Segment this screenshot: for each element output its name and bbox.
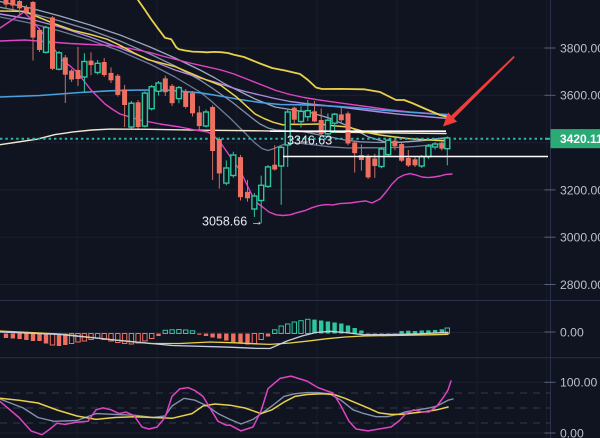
svg-text:3346.63: 3346.63 <box>287 133 332 147</box>
svg-text:100.00: 100.00 <box>560 376 597 390</box>
svg-text:0.00: 0.00 <box>560 426 584 438</box>
svg-text:3058.66 →: 3058.66 → <box>202 215 263 229</box>
svg-text:0.00: 0.00 <box>560 325 584 339</box>
svg-text:2800.00: 2800.00 <box>560 278 600 292</box>
svg-text:3420.11: 3420.11 <box>560 132 600 146</box>
svg-text:3200.00: 3200.00 <box>560 183 600 197</box>
svg-text:3000.00: 3000.00 <box>560 231 600 245</box>
svg-text:3600.00: 3600.00 <box>560 89 600 103</box>
svg-text:3800.00: 3800.00 <box>560 41 600 55</box>
